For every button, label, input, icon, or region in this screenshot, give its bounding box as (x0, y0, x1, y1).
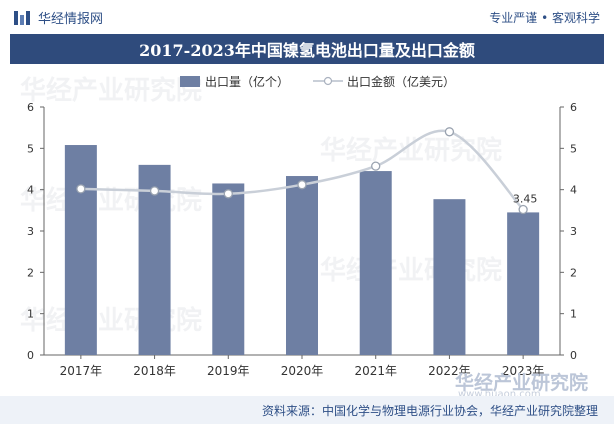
line-point (223, 189, 233, 199)
bar (359, 171, 392, 355)
watermark-url: www.huaon.com (458, 389, 541, 400)
bar (433, 199, 466, 355)
y-right-tick-label: 2 (570, 266, 577, 279)
brand: 华经情报网 (14, 8, 103, 27)
y-right-tick-label: 3 (570, 225, 577, 238)
legend-label-bar: 出口量（亿个） (205, 74, 289, 89)
top-bar: 华经情报网 专业严谨 • 客观科学 (0, 0, 614, 34)
bar (507, 212, 540, 355)
x-tick-label: 2017年 (60, 364, 103, 378)
bar (286, 176, 318, 355)
y-left-tick-label: 3 (27, 225, 34, 238)
x-tick-label: 2021年 (354, 364, 397, 378)
bar (138, 164, 171, 355)
x-tick-label: 2019年 (207, 364, 250, 378)
bar (212, 183, 245, 355)
brand-logo-icon (14, 10, 30, 25)
x-tick-label: 2020年 (281, 364, 324, 378)
footer: 资料来源：中国化学与物理电源行业协会，华经产业研究院整理 (0, 396, 614, 424)
y-right-tick-label: 4 (570, 184, 577, 197)
line-point (76, 184, 86, 194)
chart-title: 2017-2023年中国镍氢电池出口量及出口金额 (139, 41, 475, 60)
legend-marker-line (323, 76, 333, 86)
brand-name: 华经情报网 (38, 12, 104, 27)
y-left-tick-label: 5 (27, 142, 34, 155)
x-tick-label: 2018年 (133, 364, 176, 378)
x-tick-label: 2022年 (428, 364, 471, 378)
line-point (444, 127, 455, 137)
y-right-tick-label: 1 (570, 308, 577, 321)
legend-swatch-bar (180, 76, 200, 87)
y-left-tick-label: 2 (27, 266, 34, 279)
y-right-tick-label: 5 (570, 142, 577, 155)
slogan: 专业严谨 • 客观科学 (489, 11, 600, 25)
source-note: 资料来源：中国化学与物理电源行业协会，华经产业研究院整理 (261, 404, 598, 418)
y-right-tick-label: 0 (570, 349, 577, 362)
y-right-tick-label: 6 (570, 101, 577, 114)
line-point (518, 204, 528, 215)
watermark-corner: 华经产业研究院 (455, 372, 589, 394)
chart: 出口量（亿个） 出口金额（亿美元） 0 1 2 3 4 5 6 0 1 2 3 4 5 6 2017年 2018年… (27, 74, 577, 378)
line-point (371, 161, 381, 171)
y-left-tick-label: 6 (27, 101, 34, 114)
y-left-tick-label: 1 (27, 308, 34, 321)
y-left-tick-label: 4 (27, 184, 34, 197)
data-label: 3.45 (513, 193, 538, 206)
bar (64, 145, 97, 355)
line-point (297, 180, 307, 190)
title-bar: 2017-2023年中国镍氢电池出口量及出口金额 (10, 34, 604, 64)
legend-label-line: 出口金额（亿美元） (347, 74, 455, 89)
x-tick-label: 2023年 (502, 364, 545, 378)
y-left-tick-label: 0 (27, 349, 34, 362)
line-point (149, 186, 160, 196)
